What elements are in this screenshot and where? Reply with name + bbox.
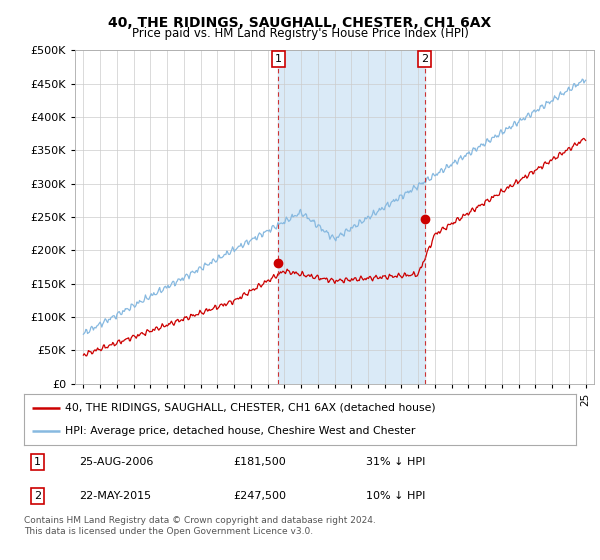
Text: 31% ↓ HPI: 31% ↓ HPI: [366, 457, 425, 467]
Text: 40, THE RIDINGS, SAUGHALL, CHESTER, CH1 6AX (detached house): 40, THE RIDINGS, SAUGHALL, CHESTER, CH1 …: [65, 403, 436, 413]
Text: 25-AUG-2006: 25-AUG-2006: [79, 457, 154, 467]
Text: 10% ↓ HPI: 10% ↓ HPI: [366, 491, 425, 501]
Text: Contains HM Land Registry data © Crown copyright and database right 2024.
This d: Contains HM Land Registry data © Crown c…: [24, 516, 376, 536]
Text: 22-MAY-2015: 22-MAY-2015: [79, 491, 151, 501]
Text: 40, THE RIDINGS, SAUGHALL, CHESTER, CH1 6AX: 40, THE RIDINGS, SAUGHALL, CHESTER, CH1 …: [109, 16, 491, 30]
Bar: [278, 50, 425, 384]
Text: 2: 2: [421, 54, 428, 64]
Text: 1: 1: [275, 54, 282, 64]
Text: £247,500: £247,500: [234, 491, 287, 501]
Text: 1: 1: [34, 457, 41, 467]
Text: HPI: Average price, detached house, Cheshire West and Chester: HPI: Average price, detached house, Ches…: [65, 426, 416, 436]
Text: £181,500: £181,500: [234, 457, 287, 467]
Text: 2: 2: [34, 491, 41, 501]
Text: Price paid vs. HM Land Registry's House Price Index (HPI): Price paid vs. HM Land Registry's House …: [131, 27, 469, 40]
